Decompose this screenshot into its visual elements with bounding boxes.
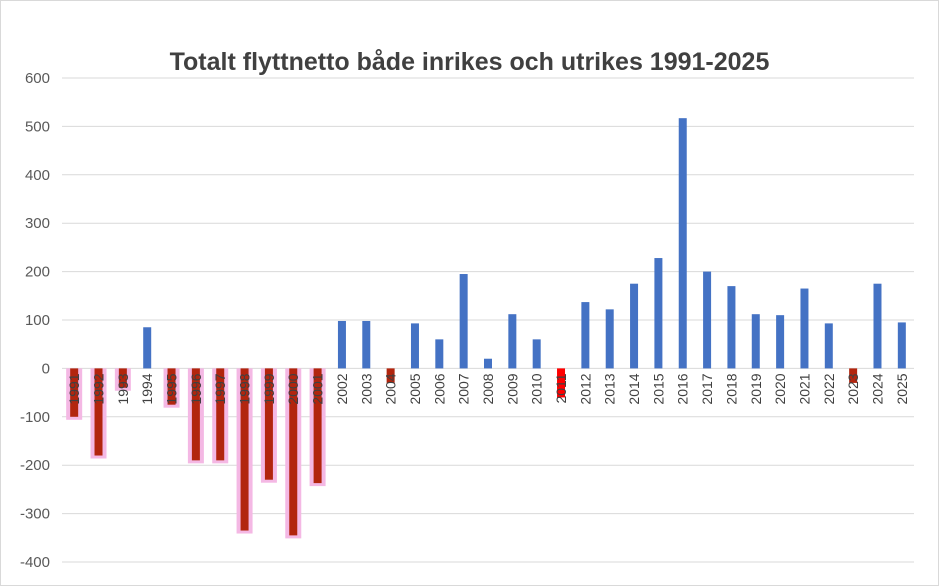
x-tick-label: 2010 [529,373,545,404]
x-tick-label: 2017 [699,373,715,404]
x-tick-label: 2008 [480,373,496,404]
bar-2006 [435,339,444,369]
bar-2020 [776,315,785,369]
bar-2007 [459,274,468,369]
y-tick-label: 400 [25,167,50,184]
x-tick-label: 2002 [334,373,350,404]
y-tick-label: 200 [25,264,50,281]
y-tick-label: -200 [20,457,50,474]
bar-2017 [703,271,712,369]
x-tick-label: 2011 [553,373,569,403]
y-tick-label: 300 [25,215,50,232]
y-tick-label: 0 [42,360,50,377]
y-tick-label: 500 [25,118,50,135]
x-tick-label: 2023 [845,373,861,404]
x-tick-label: 1994 [139,373,155,404]
bar-2012 [581,302,590,369]
x-tick-label: 1992 [91,373,107,404]
bar-2013 [605,309,614,369]
x-tick-label: 1997 [212,373,228,404]
bar-2015 [654,258,663,369]
x-tick-label: 2007 [456,373,472,404]
x-tick-label: 2013 [602,373,618,404]
bar-1999 [264,368,273,480]
bar-2018 [727,286,736,369]
bar-2022 [824,323,833,369]
chart-title: Totalt flyttnetto både inrikes och utrik… [169,48,770,76]
y-tick-label: 600 [25,70,50,87]
bar-2019 [751,314,760,369]
x-tick-label: 2025 [894,373,910,404]
x-tick-label: 2019 [748,373,764,404]
x-tick-label: 1998 [237,373,253,404]
bar-2014 [630,283,639,369]
x-tick-label: 2000 [285,373,301,404]
x-tick-label: 2020 [772,373,788,404]
x-tick-label: 1999 [261,373,277,404]
bar-1994 [143,327,152,369]
y-tick-label: -400 [20,554,50,571]
x-tick-label: 2006 [431,373,447,404]
bar-2003 [362,320,371,369]
y-tick-label: -100 [20,409,50,426]
bar-2016 [678,118,687,369]
x-tick-label: 2022 [821,373,837,404]
x-tick-label: 2021 [796,373,812,404]
x-tick-label: 2004 [383,373,399,404]
x-tick-label: 2018 [723,373,739,404]
x-tick-label: 2015 [650,373,666,404]
x-tick-label: 1993 [115,373,131,404]
x-tick-label: 2005 [407,373,423,404]
bar-1997 [216,368,225,461]
bar-1993 [118,368,127,388]
bar-1996 [191,368,200,461]
x-tick-label: 2009 [504,373,520,404]
bar-2009 [508,314,517,369]
bar-2011 [557,368,566,398]
bar-1991 [70,368,79,417]
x-tick-label: 2012 [577,373,593,404]
x-tick-label: 2014 [626,373,642,404]
bar-2002 [337,320,346,369]
x-tick-label: 1995 [164,373,180,404]
bar-1992 [94,368,103,456]
bar-2025 [897,322,906,369]
bar-1998 [240,368,249,531]
bar-2010 [532,339,541,369]
bar-2005 [410,323,419,369]
y-tick-label: 100 [25,312,50,329]
bar-2024 [873,283,882,369]
bar-2001 [313,368,322,484]
x-tick-label: 2001 [310,373,326,404]
bar-2021 [800,288,809,369]
x-tick-label: 1996 [188,373,204,404]
bar-1995 [167,368,176,405]
bar-2008 [484,358,492,369]
x-tick-label: 2003 [358,373,374,404]
y-tick-label: -300 [20,506,50,523]
x-tick-label: 2024 [869,373,885,404]
bar-2004 [386,368,395,383]
bar-2023 [849,368,858,383]
x-tick-label: 2016 [675,373,691,404]
x-tick-label: 1991 [66,373,82,404]
bar-2000 [289,368,298,536]
